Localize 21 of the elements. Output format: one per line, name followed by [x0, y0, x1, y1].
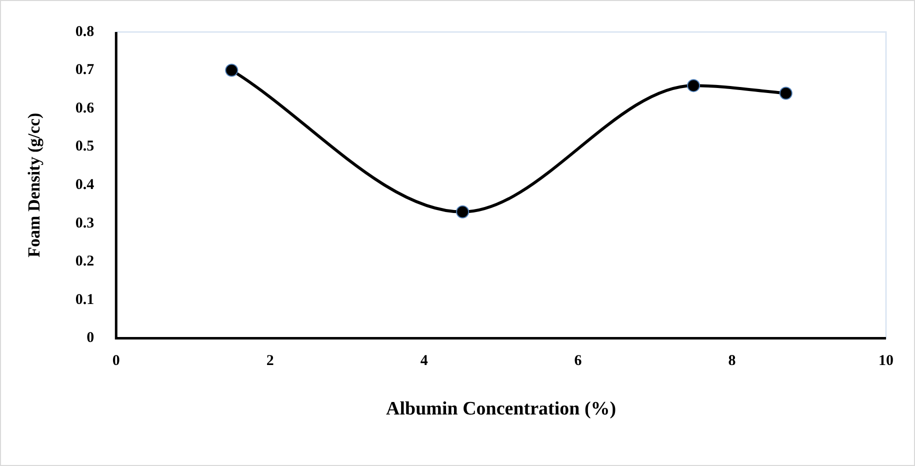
y-tick-label: 0.3	[75, 215, 94, 232]
point	[779, 86, 792, 100]
y-tick-label: 0.4	[75, 176, 95, 193]
x-tick-label: 10	[878, 353, 894, 370]
x-tick-label: 8	[728, 353, 736, 370]
x-tick-label: 0	[112, 353, 120, 370]
x-tick-label: 6	[574, 353, 582, 370]
point	[687, 79, 700, 92]
y-tick-label: 0.5	[75, 138, 94, 155]
y-tick-label: 0.1	[75, 292, 94, 308]
point	[456, 205, 470, 218]
point	[225, 64, 238, 77]
y-tick-label: 0.2	[75, 254, 94, 270]
x-axis-title: Albumin Concentration (%)	[386, 398, 616, 420]
y-tick-label: 0.6	[75, 100, 95, 116]
y-axis-title: Foam Density (g/cc)	[24, 112, 44, 258]
x-tick-label: 4	[420, 353, 428, 370]
y-tick-label: 0	[86, 330, 94, 346]
x-tick-label: 2	[266, 353, 274, 370]
y-tick-label: 0.7	[75, 62, 95, 78]
y-tick-label: 0.8	[75, 24, 94, 40]
